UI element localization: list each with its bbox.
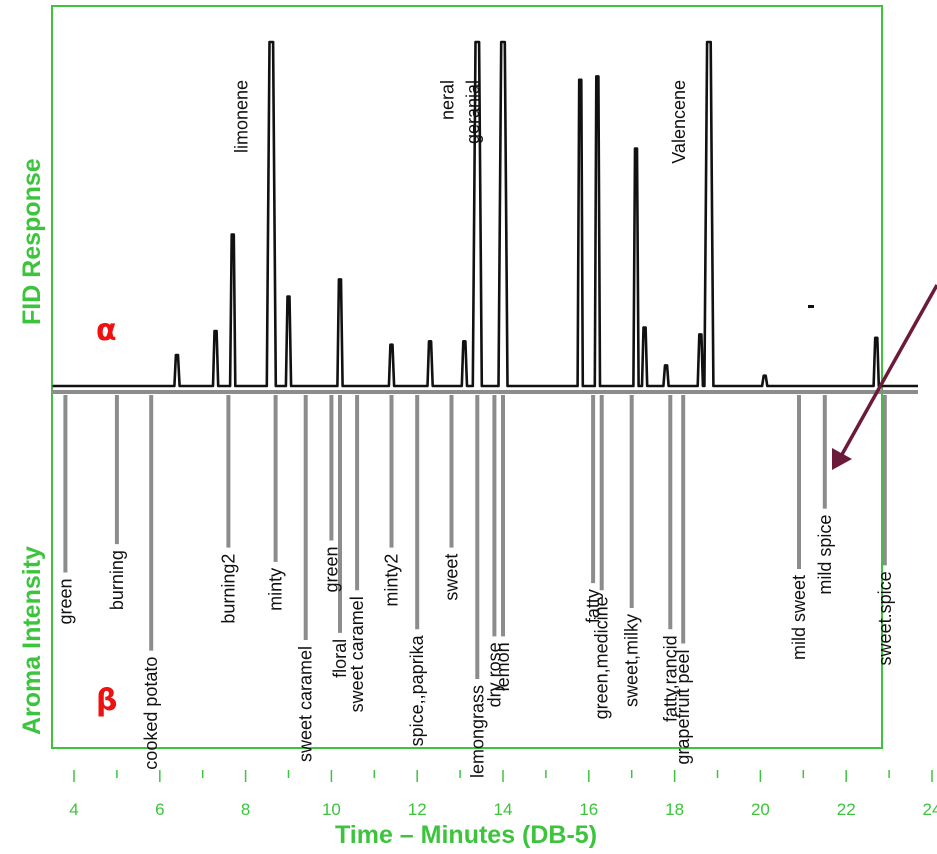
- fid-label-9: neral: [437, 80, 457, 120]
- aroma-label-13: dry rose: [484, 642, 504, 707]
- aroma-label-9: minty2: [382, 554, 402, 607]
- aroma-label-0: green: [55, 579, 75, 625]
- aroma-label-8: sweet caramel: [347, 596, 367, 712]
- x-tick-label-0: 4: [69, 800, 78, 819]
- aroma-label-17: sweet,milky: [622, 614, 642, 707]
- x-tick-label-8: 20: [751, 800, 770, 819]
- aroma-label-11: sweet: [442, 554, 462, 601]
- plot-frame: [51, 5, 883, 749]
- aroma-label-16: green,medicine: [592, 596, 612, 719]
- x-tick-label-2: 8: [241, 800, 250, 819]
- alpha-panel-marker: α: [96, 313, 117, 348]
- aroma-label-1: burning: [107, 550, 127, 610]
- x-axis-title: Time – Minutes (DB-5): [335, 821, 597, 849]
- aroma-label-5: sweet caramel: [296, 646, 316, 762]
- aroma-label-4: minty: [266, 568, 286, 611]
- aroma-label-7: floral: [330, 639, 350, 678]
- x-tick-label-5: 14: [494, 800, 513, 819]
- x-tick-label-3: 10: [322, 800, 341, 819]
- x-tick-label-6: 16: [579, 800, 598, 819]
- x-tick-label-7: 18: [665, 800, 684, 819]
- fid-response-axis-label: FID Response: [18, 158, 46, 325]
- aroma-label-21: mild spice: [815, 515, 835, 595]
- x-tick-label-4: 12: [408, 800, 427, 819]
- fid-label-3: limonene: [231, 80, 251, 153]
- fid-label-10: geranial: [463, 80, 483, 144]
- aroma-label-19: grapefruit peel: [673, 650, 693, 765]
- fid-label-17: Valencene: [669, 80, 689, 164]
- speck-mark: [808, 305, 814, 308]
- fid-response-trace: [52, 40, 918, 388]
- arrow-annotation: [832, 284, 937, 470]
- aroma-label-6: green: [321, 547, 341, 593]
- aroma-label-20: mild sweet: [789, 575, 809, 660]
- beta-panel-marker: β: [96, 683, 117, 718]
- x-tick-label-1: 6: [155, 800, 164, 819]
- aroma-label-10: spice,,paprika: [407, 634, 427, 746]
- aroma-label-12: lemongrass: [467, 685, 487, 778]
- x-tick-label-10: 24: [923, 800, 937, 819]
- aroma-label-18: fatty,rancid: [660, 635, 680, 722]
- aroma-label-22: sweet.spice: [875, 571, 895, 665]
- aroma-label-14: lemon: [493, 642, 513, 691]
- aroma-label-15: fatty: [583, 589, 603, 623]
- x-tick-label-9: 22: [837, 800, 856, 819]
- aroma-intensity-axis-label: Aroma Intensity: [18, 546, 46, 735]
- aroma-label-2: cooked potato: [141, 657, 161, 770]
- aroma-label-3: burning2: [218, 554, 238, 624]
